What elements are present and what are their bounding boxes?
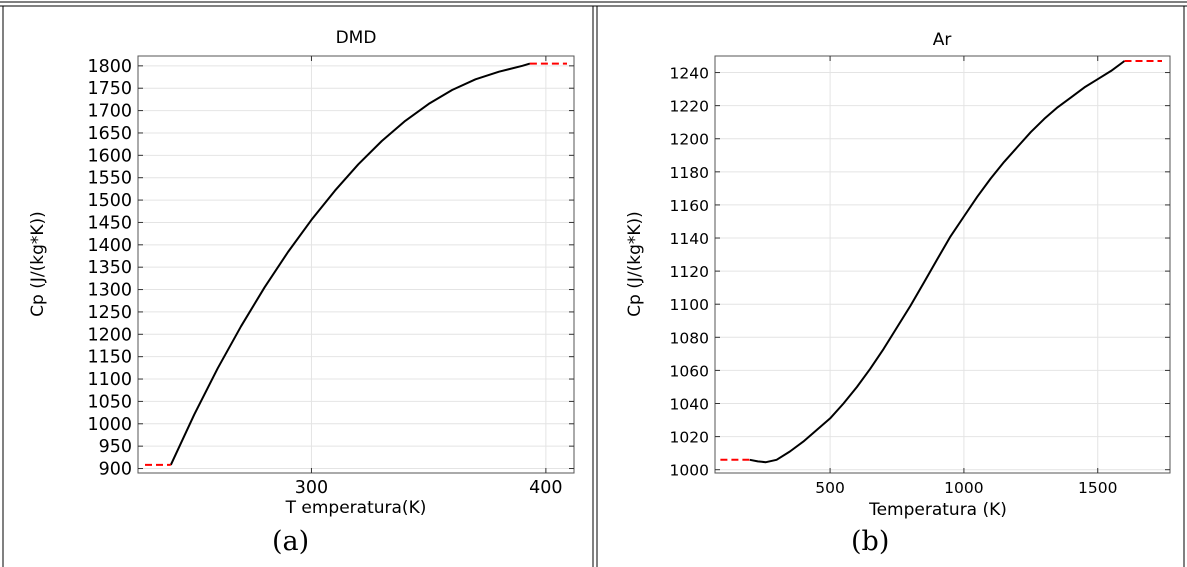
x-tick-label: 500 bbox=[815, 479, 845, 497]
y-tick-label: 1250 bbox=[87, 303, 132, 323]
plot-area bbox=[137, 55, 575, 474]
y-tick-label: 1500 bbox=[87, 191, 132, 211]
y-tick-label: 1140 bbox=[670, 230, 709, 248]
y-tick-label: 1400 bbox=[87, 236, 132, 256]
y-tick-label: 1180 bbox=[670, 164, 709, 182]
y-tick-label: 1150 bbox=[87, 348, 132, 368]
y-tick-label: 1080 bbox=[670, 329, 709, 347]
y-tick-label: 1600 bbox=[87, 146, 132, 166]
x-tick-label: 300 bbox=[295, 478, 328, 498]
y-tick-label: 1200 bbox=[87, 325, 132, 345]
caption-a: (a) bbox=[272, 526, 310, 557]
y-axis-label: Cp (J/(kg*K)) bbox=[28, 211, 48, 317]
y-tick-label: 1240 bbox=[670, 65, 709, 83]
y-tick-label: 1060 bbox=[670, 362, 709, 380]
series-line bbox=[749, 60, 1126, 464]
y-tick-label: 1750 bbox=[87, 79, 132, 99]
y-tick-label: 1550 bbox=[87, 169, 132, 189]
x-tick-label: 1500 bbox=[1078, 479, 1117, 497]
y-tick-label: 1220 bbox=[670, 98, 709, 116]
y-tick-label: 1160 bbox=[670, 197, 709, 215]
chart-title: Ar bbox=[933, 30, 952, 50]
x-tick-label: 1000 bbox=[944, 479, 983, 497]
x-axis-label: T emperatura(K) bbox=[285, 498, 427, 518]
y-tick-label: 1450 bbox=[87, 213, 132, 233]
y-axis-label: Cp (J/(kg*K)) bbox=[625, 211, 645, 317]
series-line bbox=[169, 62, 531, 466]
x-axis-label: Temperatura (K) bbox=[868, 500, 1007, 520]
y-tick-label: 1100 bbox=[670, 296, 709, 314]
caption-b: (b) bbox=[851, 526, 890, 557]
y-tick-label: 1000 bbox=[670, 462, 709, 480]
chart-ar: 1000 1020 1040 1060 1080 1100 1120 1140 1160 1180… bbox=[625, 30, 1171, 520]
y-tick-label: 1200 bbox=[670, 131, 709, 149]
y-tick-label: 1650 bbox=[87, 124, 132, 144]
y-tick-label: 1000 bbox=[87, 415, 132, 435]
y-tick-label: 1300 bbox=[87, 281, 132, 301]
y-tick-label: 1050 bbox=[87, 392, 132, 412]
y-tick-label: 1350 bbox=[87, 258, 132, 278]
y-tick-label: 1800 bbox=[87, 57, 132, 77]
y-tick-label: 950 bbox=[99, 437, 132, 457]
y-tick-label: 1120 bbox=[670, 263, 709, 281]
y-tick-label: 1700 bbox=[87, 102, 132, 122]
x-tick-label: 400 bbox=[529, 478, 562, 498]
chart-dmd: 9009501000105011001150120012501300135014… bbox=[28, 28, 575, 518]
y-tick-label: 1100 bbox=[87, 370, 132, 390]
chart-title: DMD bbox=[336, 28, 377, 48]
plot-area bbox=[714, 55, 1171, 474]
y-tick-label: 1040 bbox=[670, 396, 709, 414]
y-tick-label: 900 bbox=[99, 460, 132, 480]
y-tick-label: 1020 bbox=[670, 429, 709, 447]
